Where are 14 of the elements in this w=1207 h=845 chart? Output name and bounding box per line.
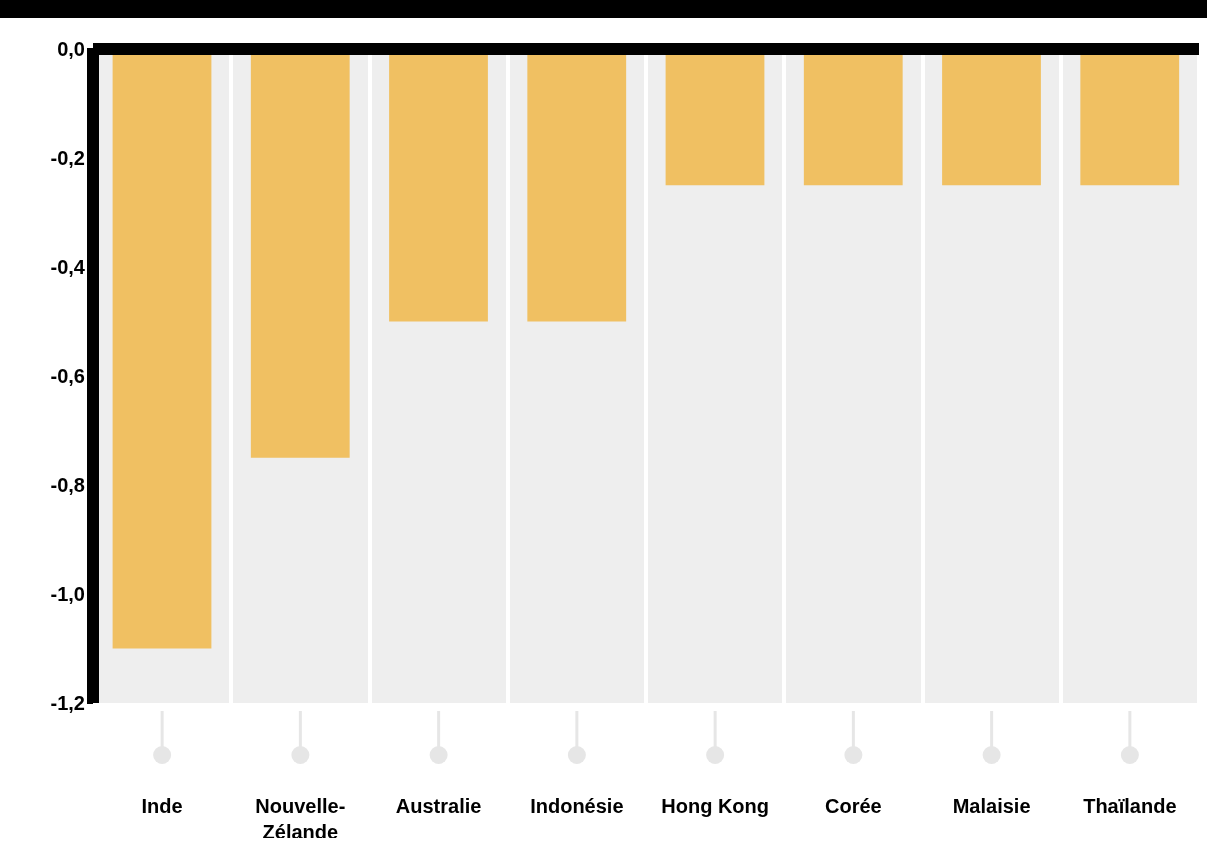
y-tick-label: -0,8 bbox=[50, 474, 85, 497]
x-tick-label: Malaisie bbox=[952, 795, 1031, 817]
y-tick-label: -0,4 bbox=[50, 256, 86, 279]
y-tick-label: -0,2 bbox=[50, 147, 85, 170]
x-tick-label: Inde bbox=[141, 795, 183, 817]
y-tick-label: 0,0 bbox=[57, 38, 85, 61]
y-tick-label: -1,2 bbox=[50, 692, 85, 715]
x-tick-label: Indonésie bbox=[530, 795, 624, 817]
x-tick-label: Australie bbox=[395, 795, 482, 817]
y-tick-label: -1,0 bbox=[50, 583, 85, 606]
x-tick-label: Thaïlande bbox=[1083, 795, 1177, 817]
y-tick-label: -0,6 bbox=[50, 365, 85, 388]
x-tick-label: Corée bbox=[825, 795, 882, 817]
x-tick-label: Hong Kong bbox=[661, 795, 769, 817]
